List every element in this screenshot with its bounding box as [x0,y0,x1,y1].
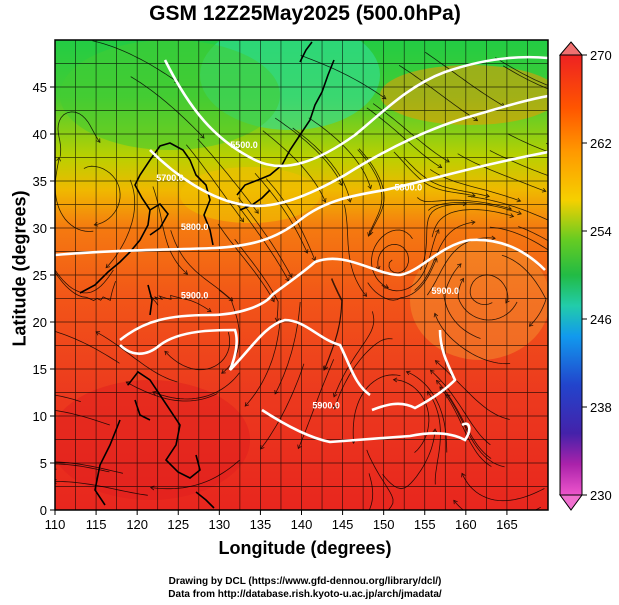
lon-tick-label: 120 [126,517,148,532]
lon-tick-label: 155 [414,517,436,532]
lon-tick-label: 115 [86,517,107,532]
latitude-axis: 0 5 10 15 20 25 30 35 40 45 [33,80,55,518]
contour-5500 [163,55,548,168]
contour-label: 5800.0 [395,182,423,192]
coastline [79,41,335,509]
lon-tick-label: 135 [250,517,272,532]
lat-tick-label: 15 [33,362,47,377]
contour-5900-b [119,318,371,397]
lon-tick-label: 160 [455,517,477,532]
colorbar-label: 270 [590,48,612,63]
contour-label: 5800.0 [181,222,209,232]
lat-tick-label: 10 [33,409,47,424]
contour-label: 5900.0 [312,400,340,410]
colorbar-gradient [559,54,583,496]
contour-label: 5500.0 [230,140,258,150]
contour-label: 5900.0 [432,286,460,296]
colorbar-label: 238 [590,400,612,415]
lon-tick-label: 125 [167,517,189,532]
contour-5800 [55,150,548,257]
contour-5900-d [371,329,457,412]
colorbar-label: 246 [590,312,612,327]
lon-tick-label: 110 [45,517,66,532]
lat-tick-label: 5 [40,456,47,471]
x-axis-label: Longitude (degrees) [218,538,392,558]
lat-tick-label: 45 [33,80,47,95]
lat-tick-label: 35 [33,174,47,189]
lat-tick-label: 0 [40,503,47,518]
lon-tick-label: 150 [373,517,395,532]
y-axis-label: Latitude (degrees) [9,190,30,347]
contour-5900-a [119,238,546,342]
colorbar-top-arrow [558,41,584,56]
lon-tick-label: 165 [496,517,518,532]
lon-tick-label: 140 [291,517,313,532]
lon-tick-label: 130 [208,517,230,532]
colorbar-label: 254 [590,224,612,239]
contour-5700 [149,94,548,208]
contour-label: 5900.0 [181,291,209,301]
contour-label: 5700.0 [156,173,184,183]
height-contours [55,55,548,444]
credit-drawing: Drawing by DCL (https://www.gfd-dennou.o… [168,576,442,587]
contour-5900-c [261,408,471,444]
colorbar: 270 262 254 246 238 230 [558,41,612,511]
colorbar-bottom-arrow [559,494,583,511]
colorbar-label: 230 [590,488,612,503]
lat-tick-label: 25 [33,268,47,283]
lon-tick-label: 145 [332,517,354,532]
lat-tick-label: 30 [33,221,47,236]
map-title: GSM 12Z25May2025 (500.0hPa) [149,2,461,25]
colorbar-label: 262 [590,136,612,151]
lat-tick-label: 40 [33,127,47,142]
longitude-axis: 110 115 120 125 130 135 140 145 150 155 160 165 [45,510,518,532]
credit-data: Data from http://database.rish.kyoto-u.a… [168,589,442,600]
lat-tick-label: 20 [33,315,47,330]
contour-labels: 5500.0 5700.0 5800.0 5800.0 5900.0 5900.0 5900… [156,140,459,410]
